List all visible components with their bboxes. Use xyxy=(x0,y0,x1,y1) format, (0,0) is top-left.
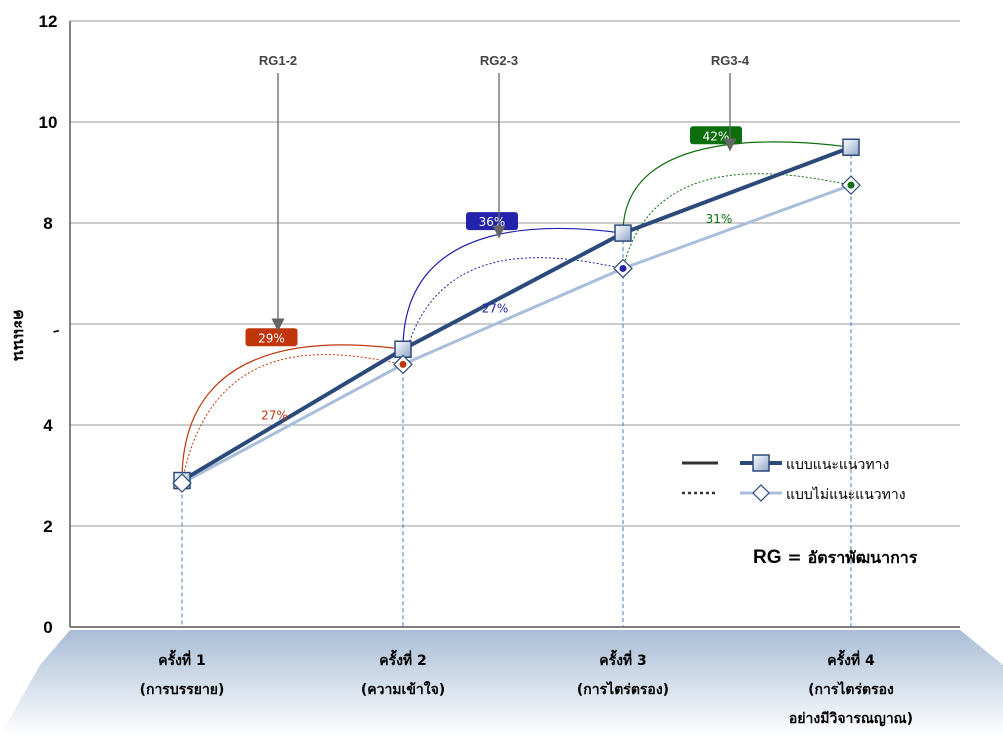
x-category-sublabel: อย่างมีวิจารณญาณ) xyxy=(789,711,913,727)
y-axis: 0 2 4 8 10 12ِ คะแนน xyxy=(10,12,71,637)
arc-end-dot xyxy=(399,360,407,368)
y-tick-stray-mark: ِ xyxy=(53,329,59,333)
guided-growth-arc xyxy=(181,344,404,481)
legend-label: แบบแนะแนวทาง xyxy=(786,457,889,473)
rg-key: RG xyxy=(753,547,782,568)
series-lines xyxy=(180,145,852,485)
y-tick-label: 4 xyxy=(43,416,53,435)
arc-end-dot xyxy=(847,181,855,189)
series-line-guided xyxy=(180,145,852,483)
guided-point xyxy=(614,224,632,242)
guided-rate-label: 29% xyxy=(258,331,285,345)
grid-lines xyxy=(70,20,960,628)
guided-point xyxy=(842,138,860,156)
rg-label: RG2-3 xyxy=(480,53,518,68)
guided-rate-label: 36% xyxy=(479,215,506,229)
unguided-point xyxy=(172,473,192,493)
x-category-label: ครั้งที่ 1 xyxy=(158,649,206,669)
x-category-label: ครั้งที่ 2 xyxy=(379,649,427,669)
x-category-label: ครั้งที่ 3 xyxy=(599,649,647,669)
growth-annotations: 29% 27% RG1-2 36% 27% RG2-3 42% 31% RG3-4 xyxy=(245,53,750,423)
y-axis-title: คะแนน xyxy=(10,309,29,361)
series-markers xyxy=(172,138,861,493)
y-tick-label: 10 xyxy=(39,113,58,132)
x-category-sublabel: (การไตร่ตรอง) xyxy=(577,680,669,698)
rg-label: RG1-2 xyxy=(259,53,297,68)
rg-eq: = xyxy=(782,548,808,568)
legend-marker xyxy=(752,454,770,472)
unguided-rate-label: 27% xyxy=(261,409,288,423)
guided-growth-arc xyxy=(402,227,624,350)
unguided-rate-label: 31% xyxy=(706,212,733,226)
series-line-unguided xyxy=(181,183,852,485)
rg-definition: RG = อัตราพัฒนาการ xyxy=(753,547,918,568)
legend-label: แบบไม่แนะแนวทาง xyxy=(786,486,906,503)
y-tick-label: 0 xyxy=(43,618,52,637)
rg-label: RG3-4 xyxy=(711,53,750,68)
y-tick-label: 8 xyxy=(43,214,52,233)
rg-note: RG = อัตราพัฒนาการ xyxy=(753,547,918,568)
drop-lines xyxy=(181,147,852,627)
unguided-growth-arc xyxy=(181,354,404,484)
floor-band xyxy=(0,630,1003,736)
x-category-sublabel: (ความเข้าใจ) xyxy=(361,680,445,698)
x-category-sublabel: (การไตร่ตรอง xyxy=(808,680,894,698)
x-category-label: ครั้งที่ 4 xyxy=(827,649,875,669)
unguided-growth-arc xyxy=(402,257,624,365)
legend-marker xyxy=(752,484,770,502)
guided-rate-badge xyxy=(245,328,298,347)
arc-end-dot xyxy=(619,264,627,272)
unguided-rate-label: 27% xyxy=(482,301,509,315)
guided-growth-arc xyxy=(622,141,852,234)
chart-floor xyxy=(0,630,1003,736)
rg-desc: อัตราพัฒนาการ xyxy=(808,548,918,567)
x-axis: ครั้งที่ 1 (การบรรยาย) ครั้งที่ 2 (ความเข้า… xyxy=(140,649,914,727)
y-tick-label: 12 xyxy=(39,12,58,31)
x-category-sublabel: (การบรรยาย) xyxy=(140,682,225,698)
guided-rate-label: 42% xyxy=(703,129,730,143)
y-tick-label: 2 xyxy=(43,517,52,536)
